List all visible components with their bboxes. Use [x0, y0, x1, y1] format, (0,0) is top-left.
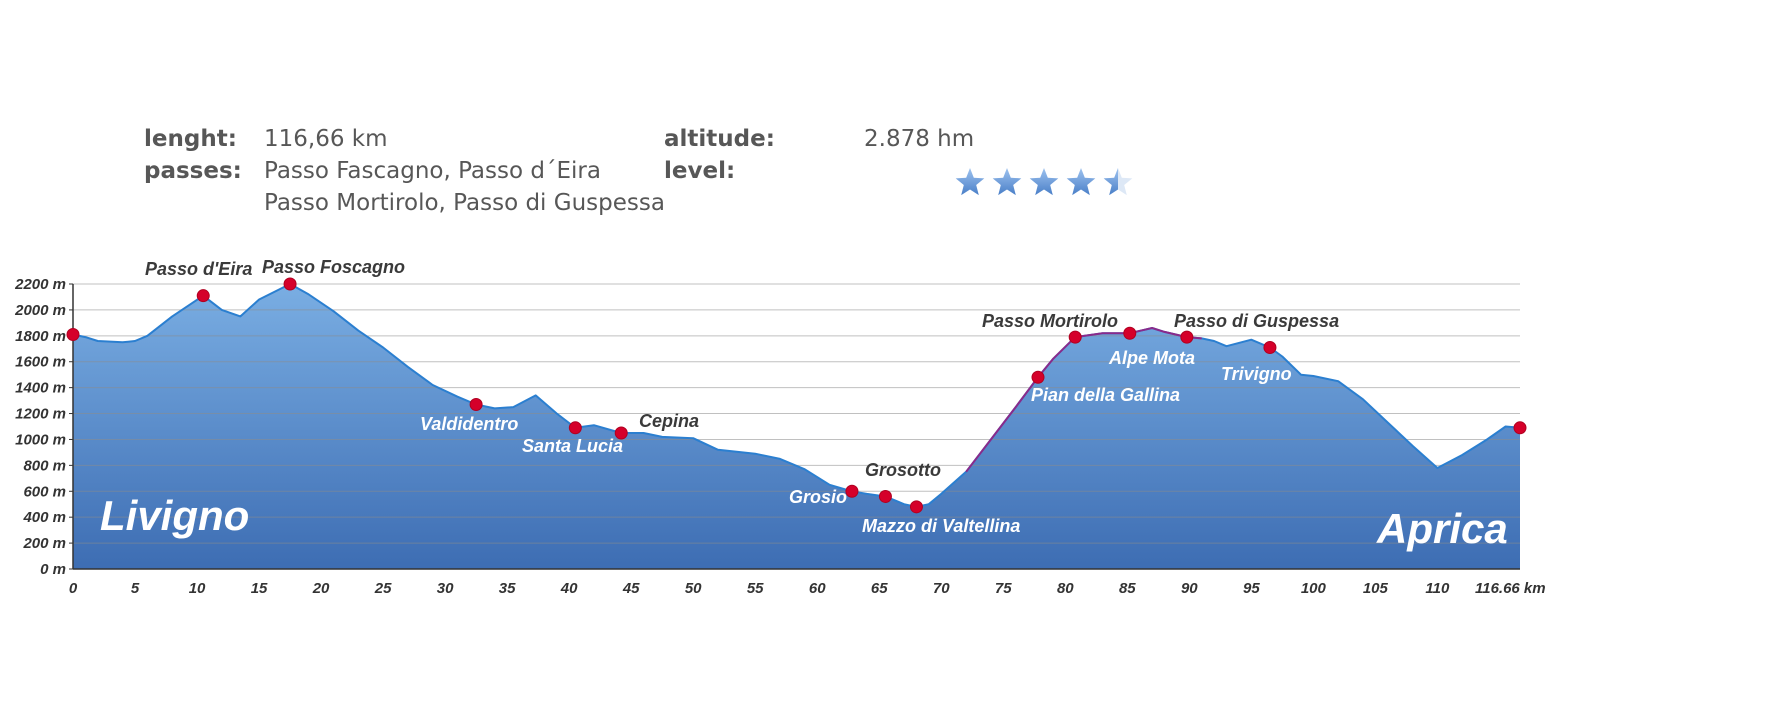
x-tick-label: 20: [312, 580, 330, 597]
x-tick-label: 95: [1243, 580, 1260, 597]
place-label: Pian della Gallina: [1031, 385, 1180, 405]
waypoint-marker: [1513, 421, 1527, 435]
endpoint-label: Livigno: [100, 492, 249, 539]
level-rating: [954, 162, 1154, 202]
y-tick-label: 1800 m: [15, 328, 66, 345]
x-tick-label: 116.66 km: [1475, 580, 1546, 597]
y-tick-label: 1000 m: [15, 431, 66, 448]
x-tick-label: 45: [622, 580, 640, 597]
x-tick-label: 105: [1363, 580, 1389, 597]
x-tick-label: 15: [251, 580, 268, 597]
x-tick-label: 60: [809, 580, 826, 597]
y-tick-label: 800 m: [23, 457, 66, 474]
waypoint-marker: [878, 489, 892, 503]
x-tick-label: 110: [1425, 580, 1450, 597]
place-label: Passo Mortirolo: [982, 311, 1118, 331]
x-tick-label: 50: [685, 580, 702, 597]
y-tick-label: 1200 m: [15, 406, 66, 423]
place-label: Santa Lucia: [522, 436, 623, 456]
passes-value-line1: Passo Fascagno, Passo d´Eira: [264, 158, 601, 184]
x-tick-label: 90: [1181, 580, 1198, 597]
x-tick-label: 80: [1057, 580, 1074, 597]
x-tick-label: 40: [560, 580, 578, 597]
waypoint-marker: [909, 500, 923, 514]
waypoint-marker: [845, 484, 859, 498]
endpoint-label: Aprica: [1376, 505, 1508, 552]
place-label: Alpe Mota: [1108, 348, 1195, 368]
y-tick-label: 1600 m: [15, 354, 66, 371]
x-tick-label: 70: [933, 580, 950, 597]
y-tick-label: 600 m: [23, 483, 66, 500]
waypoint-marker: [614, 426, 628, 440]
x-tick-label: 25: [374, 580, 392, 597]
star-icon-full: [1029, 168, 1059, 196]
waypoint-marker: [1263, 340, 1277, 354]
x-tick-label: 0: [69, 580, 78, 597]
route-summary: lenght: 116,66 km passes: Passo Fascagno…: [144, 126, 1224, 236]
y-tick-label: 200 m: [22, 535, 66, 552]
waypoint-marker: [469, 397, 483, 411]
place-label: Cepina: [639, 411, 699, 431]
x-tick-label: 100: [1301, 580, 1327, 597]
waypoint-marker: [1031, 370, 1045, 384]
place-label: Grosotto: [865, 460, 941, 480]
altitude-label: altitude:: [664, 126, 775, 152]
waypoint-marker: [1123, 326, 1137, 340]
x-tick-label: 75: [995, 580, 1012, 597]
y-tick-label: 0 m: [40, 561, 66, 578]
star-icon-full: [992, 168, 1022, 196]
waypoint-marker: [1180, 330, 1194, 344]
place-label: Grosio: [789, 487, 847, 507]
altitude-value: 2.878 hm: [864, 126, 975, 152]
place-label: Valdidentro: [420, 414, 518, 434]
y-tick-label: 2000 m: [14, 302, 66, 319]
x-tick-label: 35: [499, 580, 516, 597]
place-label: Passo Foscagno: [262, 257, 405, 277]
x-tick-label: 85: [1119, 580, 1136, 597]
waypoint-marker: [283, 277, 297, 291]
place-label: Trivigno: [1221, 364, 1292, 384]
place-label: Passo di Guspessa: [1174, 311, 1339, 331]
star-icon-full: [955, 168, 985, 196]
y-tick-label: 1400 m: [15, 380, 66, 397]
x-tick-label: 5: [131, 580, 140, 597]
y-tick-label: 2200 m: [14, 276, 66, 293]
waypoint-marker: [1068, 330, 1082, 344]
climb-line: [965, 327, 1202, 473]
waypoint-marker: [568, 421, 582, 435]
waypoint-marker: [66, 328, 80, 342]
length-value: 116,66 km: [264, 126, 388, 152]
x-tick-label: 10: [189, 580, 206, 597]
place-label: Mazzo di Valtellina: [862, 516, 1020, 536]
length-label: lenght:: [144, 126, 237, 152]
x-tick-label: 30: [437, 580, 454, 597]
star-icon-half: [1103, 168, 1118, 196]
passes-value-line2: Passo Mortirolo, Passo di Guspessa: [264, 190, 665, 216]
place-label: Passo d'Eira: [145, 259, 252, 279]
x-tick-label: 65: [871, 580, 888, 597]
y-tick-label: 400 m: [22, 509, 66, 526]
level-label: level:: [664, 158, 736, 184]
elevation-area: [73, 284, 1520, 569]
x-tick-label: 55: [747, 580, 764, 597]
waypoint-marker: [196, 289, 210, 303]
star-icon-full: [1066, 168, 1096, 196]
passes-label: passes:: [144, 158, 242, 184]
